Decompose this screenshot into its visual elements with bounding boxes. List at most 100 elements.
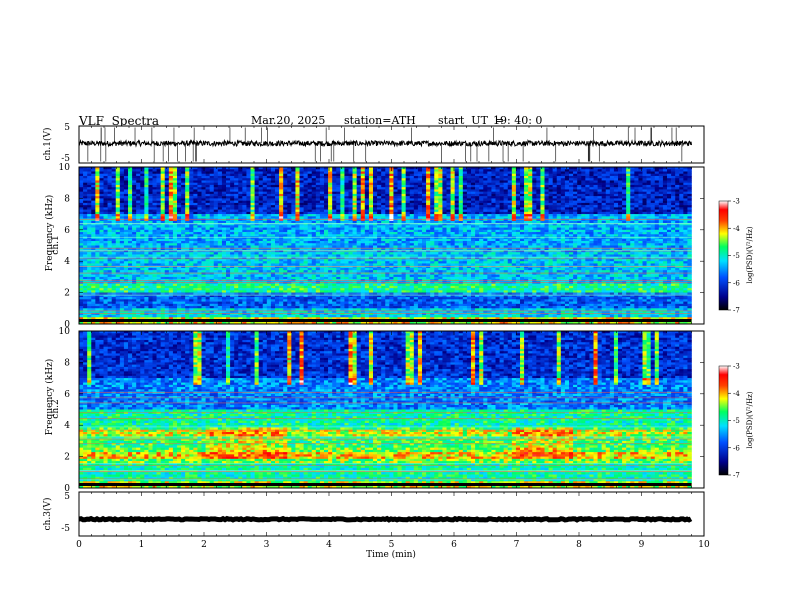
spectrogram-cell — [687, 196, 692, 199]
spectrogram-cell — [270, 234, 276, 237]
spectrogram-cell — [201, 171, 206, 175]
spectrogram-cell — [193, 218, 198, 222]
spectrogram-cell — [479, 220, 484, 224]
spectrogram-cell — [242, 218, 247, 222]
spectrogram-cell — [254, 187, 259, 190]
spectrogram-cell — [164, 216, 170, 219]
spectrogram-cell — [377, 229, 382, 233]
spectrogram-cell — [275, 198, 280, 201]
spectrogram-cell — [446, 180, 451, 183]
spectrogram-cell — [662, 229, 668, 233]
spectrogram-cell — [466, 175, 472, 179]
spectrogram-cell — [479, 209, 484, 213]
spectrogram-cell — [266, 193, 272, 197]
spectrogram-cell — [622, 180, 627, 183]
spectrogram-cell — [164, 191, 170, 195]
spectrogram-cell — [373, 184, 378, 188]
spectrogram-cell — [287, 167, 292, 170]
spectrogram-cell — [687, 205, 692, 208]
spectrogram-cell — [495, 178, 500, 181]
spectrogram-cell — [373, 223, 378, 226]
spectrogram-cell — [360, 202, 366, 206]
spectrogram-cell — [172, 225, 178, 228]
spectrogram-cell — [332, 189, 337, 192]
spectrogram-cell — [475, 211, 480, 215]
spectrogram-cell — [99, 193, 104, 197]
spectrogram-cell — [91, 191, 96, 195]
spectrogram-cell — [536, 209, 541, 213]
spectrogram-cell — [364, 196, 370, 199]
spectrogram-cell — [503, 205, 509, 208]
spectrogram-cell — [426, 223, 431, 226]
spectrogram-cell — [217, 211, 223, 215]
spectrogram-cell — [234, 216, 239, 219]
spectrogram-cell — [381, 198, 386, 201]
spectrogram-cell — [573, 223, 578, 226]
spectrogram-cell — [524, 211, 529, 215]
spectrogram-cell — [226, 187, 231, 190]
spectrogram-cell — [601, 173, 607, 177]
spectrogram-cell — [213, 218, 219, 222]
spectrogram-cell — [613, 189, 619, 192]
spectrogram-cell — [442, 171, 447, 175]
spectrogram-cell — [79, 196, 84, 199]
spectrogram-cell — [442, 205, 447, 208]
spectrogram-cell — [385, 191, 390, 195]
spectrogram-cell — [528, 171, 533, 175]
spectrogram-cell — [136, 182, 141, 186]
spectrogram-cell — [532, 178, 537, 181]
spectrogram-cell — [687, 180, 692, 183]
spectrogram-cell — [475, 202, 480, 206]
spectrogram-cell — [613, 218, 619, 222]
spectrogram-cell — [487, 205, 492, 208]
spectrogram-cell — [540, 189, 545, 192]
spectrogram-cell — [266, 223, 272, 226]
spectrogram-cell — [454, 193, 460, 197]
spectrogram-cell — [548, 205, 553, 208]
spectrogram-cell — [368, 182, 374, 186]
spectrogram-cell — [356, 196, 362, 199]
spectrogram-cell — [213, 205, 219, 208]
spectrogram-cell — [368, 187, 374, 190]
spectrogram-cell — [544, 214, 549, 217]
spectrogram-cell — [650, 175, 656, 179]
spectrogram-cell — [589, 187, 594, 190]
spectrogram-cell — [250, 184, 255, 188]
spectrogram-cell — [213, 234, 219, 237]
spectrogram-cell — [348, 184, 353, 188]
spectrogram-cell — [422, 200, 427, 204]
spectrogram-cell — [613, 232, 619, 235]
spectrogram-cell — [324, 189, 329, 192]
spectrogram-cell — [409, 189, 415, 192]
spectrogram-cell — [373, 232, 378, 235]
spectrogram-cell — [597, 196, 602, 199]
spectrogram-cell — [103, 171, 108, 175]
spectrogram-cell — [520, 178, 525, 181]
spectrogram-cell — [507, 220, 513, 224]
spectrogram-cell — [581, 198, 586, 201]
spectrogram-cell — [336, 198, 341, 201]
spectrogram-cell — [160, 209, 166, 213]
spectrogram-cell — [238, 236, 243, 240]
spectrogram-cell — [123, 218, 129, 222]
spectrogram-cell — [381, 218, 386, 222]
spectrogram-cell — [409, 187, 415, 190]
spectrogram-cell — [79, 220, 84, 224]
spectrogram-cell — [221, 234, 227, 237]
spectrogram-cell — [172, 180, 178, 183]
spectrogram-cell — [132, 209, 137, 213]
spectrogram-cell — [503, 171, 509, 175]
spectrogram-cell — [471, 175, 476, 179]
spectrogram-cell — [140, 234, 145, 237]
spectrogram-cell — [213, 211, 219, 215]
spectrogram-cell — [177, 187, 182, 190]
spectrogram-cell — [91, 175, 96, 179]
spectrogram-cell — [103, 207, 108, 210]
spectrogram-cell — [270, 189, 276, 192]
spectrogram-cell — [385, 205, 390, 208]
spectrogram-cell — [373, 227, 378, 231]
spectrogram-cell — [556, 205, 562, 208]
spectrogram-cell — [426, 167, 431, 170]
spectrogram-cell — [491, 223, 496, 226]
spectrogram-cell — [438, 184, 443, 188]
